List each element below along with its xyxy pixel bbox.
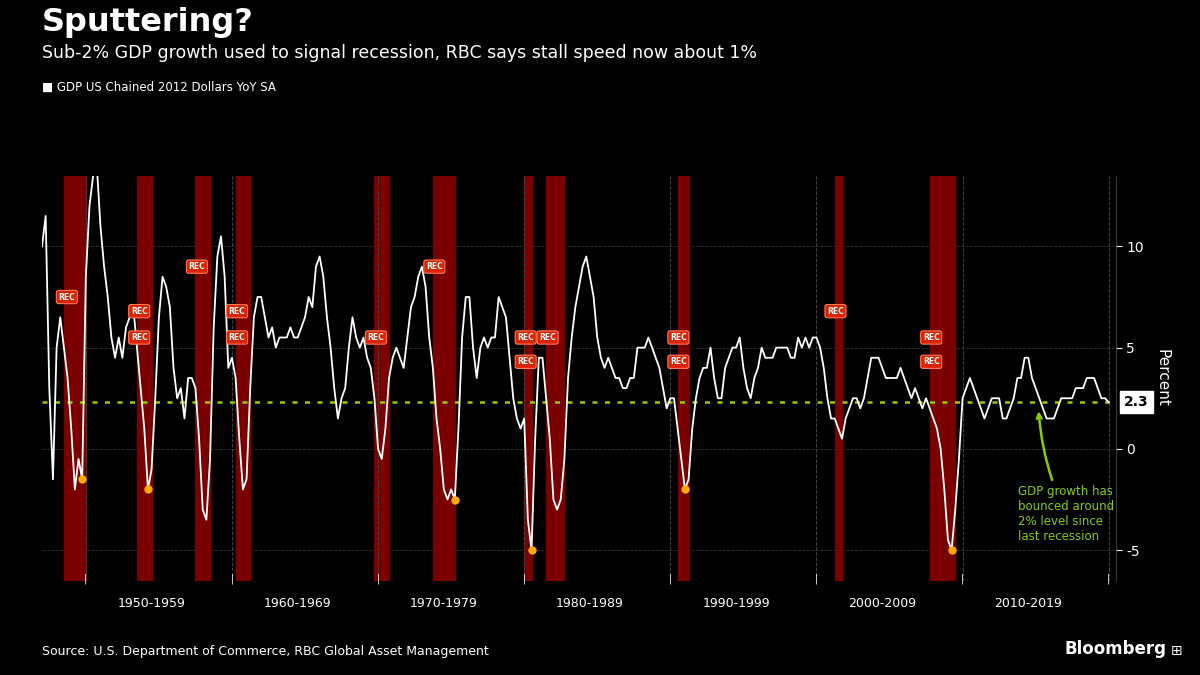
Text: REC: REC xyxy=(426,262,443,271)
Text: REC: REC xyxy=(229,333,246,342)
Text: |: | xyxy=(377,573,379,584)
Text: |: | xyxy=(961,573,964,584)
Text: ■ GDP US Chained 2012 Dollars YoY SA: ■ GDP US Chained 2012 Dollars YoY SA xyxy=(42,81,276,94)
Bar xyxy=(524,176,532,580)
Text: ⊞: ⊞ xyxy=(1170,644,1182,658)
Bar xyxy=(678,176,689,580)
Text: Sputtering?: Sputtering? xyxy=(42,7,254,38)
Text: REC: REC xyxy=(827,306,844,316)
Text: REC: REC xyxy=(367,333,384,342)
Text: |: | xyxy=(1108,573,1110,584)
Text: REC: REC xyxy=(59,292,76,302)
Bar xyxy=(235,176,251,580)
Text: Source: U.S. Department of Commerce, RBC Global Asset Management: Source: U.S. Department of Commerce, RBC… xyxy=(42,645,488,658)
Bar xyxy=(835,176,842,580)
Text: REC: REC xyxy=(923,333,940,342)
Text: REC: REC xyxy=(131,333,148,342)
Text: REC: REC xyxy=(229,306,246,316)
Bar xyxy=(64,176,86,580)
Text: REC: REC xyxy=(517,357,534,367)
Text: 1970-1979: 1970-1979 xyxy=(410,597,478,610)
Bar xyxy=(930,176,955,580)
Bar xyxy=(137,176,151,580)
Text: |: | xyxy=(84,573,88,584)
Text: 1990-1999: 1990-1999 xyxy=(702,597,770,610)
Y-axis label: Percent: Percent xyxy=(1154,349,1169,407)
Text: REC: REC xyxy=(923,357,940,367)
Text: REC: REC xyxy=(539,333,556,342)
Text: 2010-2019: 2010-2019 xyxy=(995,597,1062,610)
Bar xyxy=(374,176,389,580)
Text: 1950-1959: 1950-1959 xyxy=(118,597,186,610)
Text: 2000-2009: 2000-2009 xyxy=(848,597,917,610)
Text: |: | xyxy=(668,573,672,584)
Text: REC: REC xyxy=(188,262,205,271)
Text: |: | xyxy=(522,573,526,584)
Text: REC: REC xyxy=(131,306,148,316)
Text: Sub-2% GDP growth used to signal recession, RBC says stall speed now about 1%: Sub-2% GDP growth used to signal recessi… xyxy=(42,44,757,62)
Bar xyxy=(546,176,564,580)
Text: REC: REC xyxy=(517,333,534,342)
Bar xyxy=(196,176,210,580)
Text: REC: REC xyxy=(670,357,686,367)
Text: Bloomberg: Bloomberg xyxy=(1064,640,1166,658)
Text: 1980-1989: 1980-1989 xyxy=(556,597,624,610)
Text: |: | xyxy=(230,573,234,584)
Text: 1960-1969: 1960-1969 xyxy=(264,597,331,610)
Bar xyxy=(433,176,455,580)
Text: |: | xyxy=(815,573,818,584)
Text: REC: REC xyxy=(670,333,686,342)
Text: 2.3: 2.3 xyxy=(1124,396,1148,409)
Text: GDP growth has
bounced around
2% level since
last recession: GDP growth has bounced around 2% level s… xyxy=(1018,414,1115,543)
